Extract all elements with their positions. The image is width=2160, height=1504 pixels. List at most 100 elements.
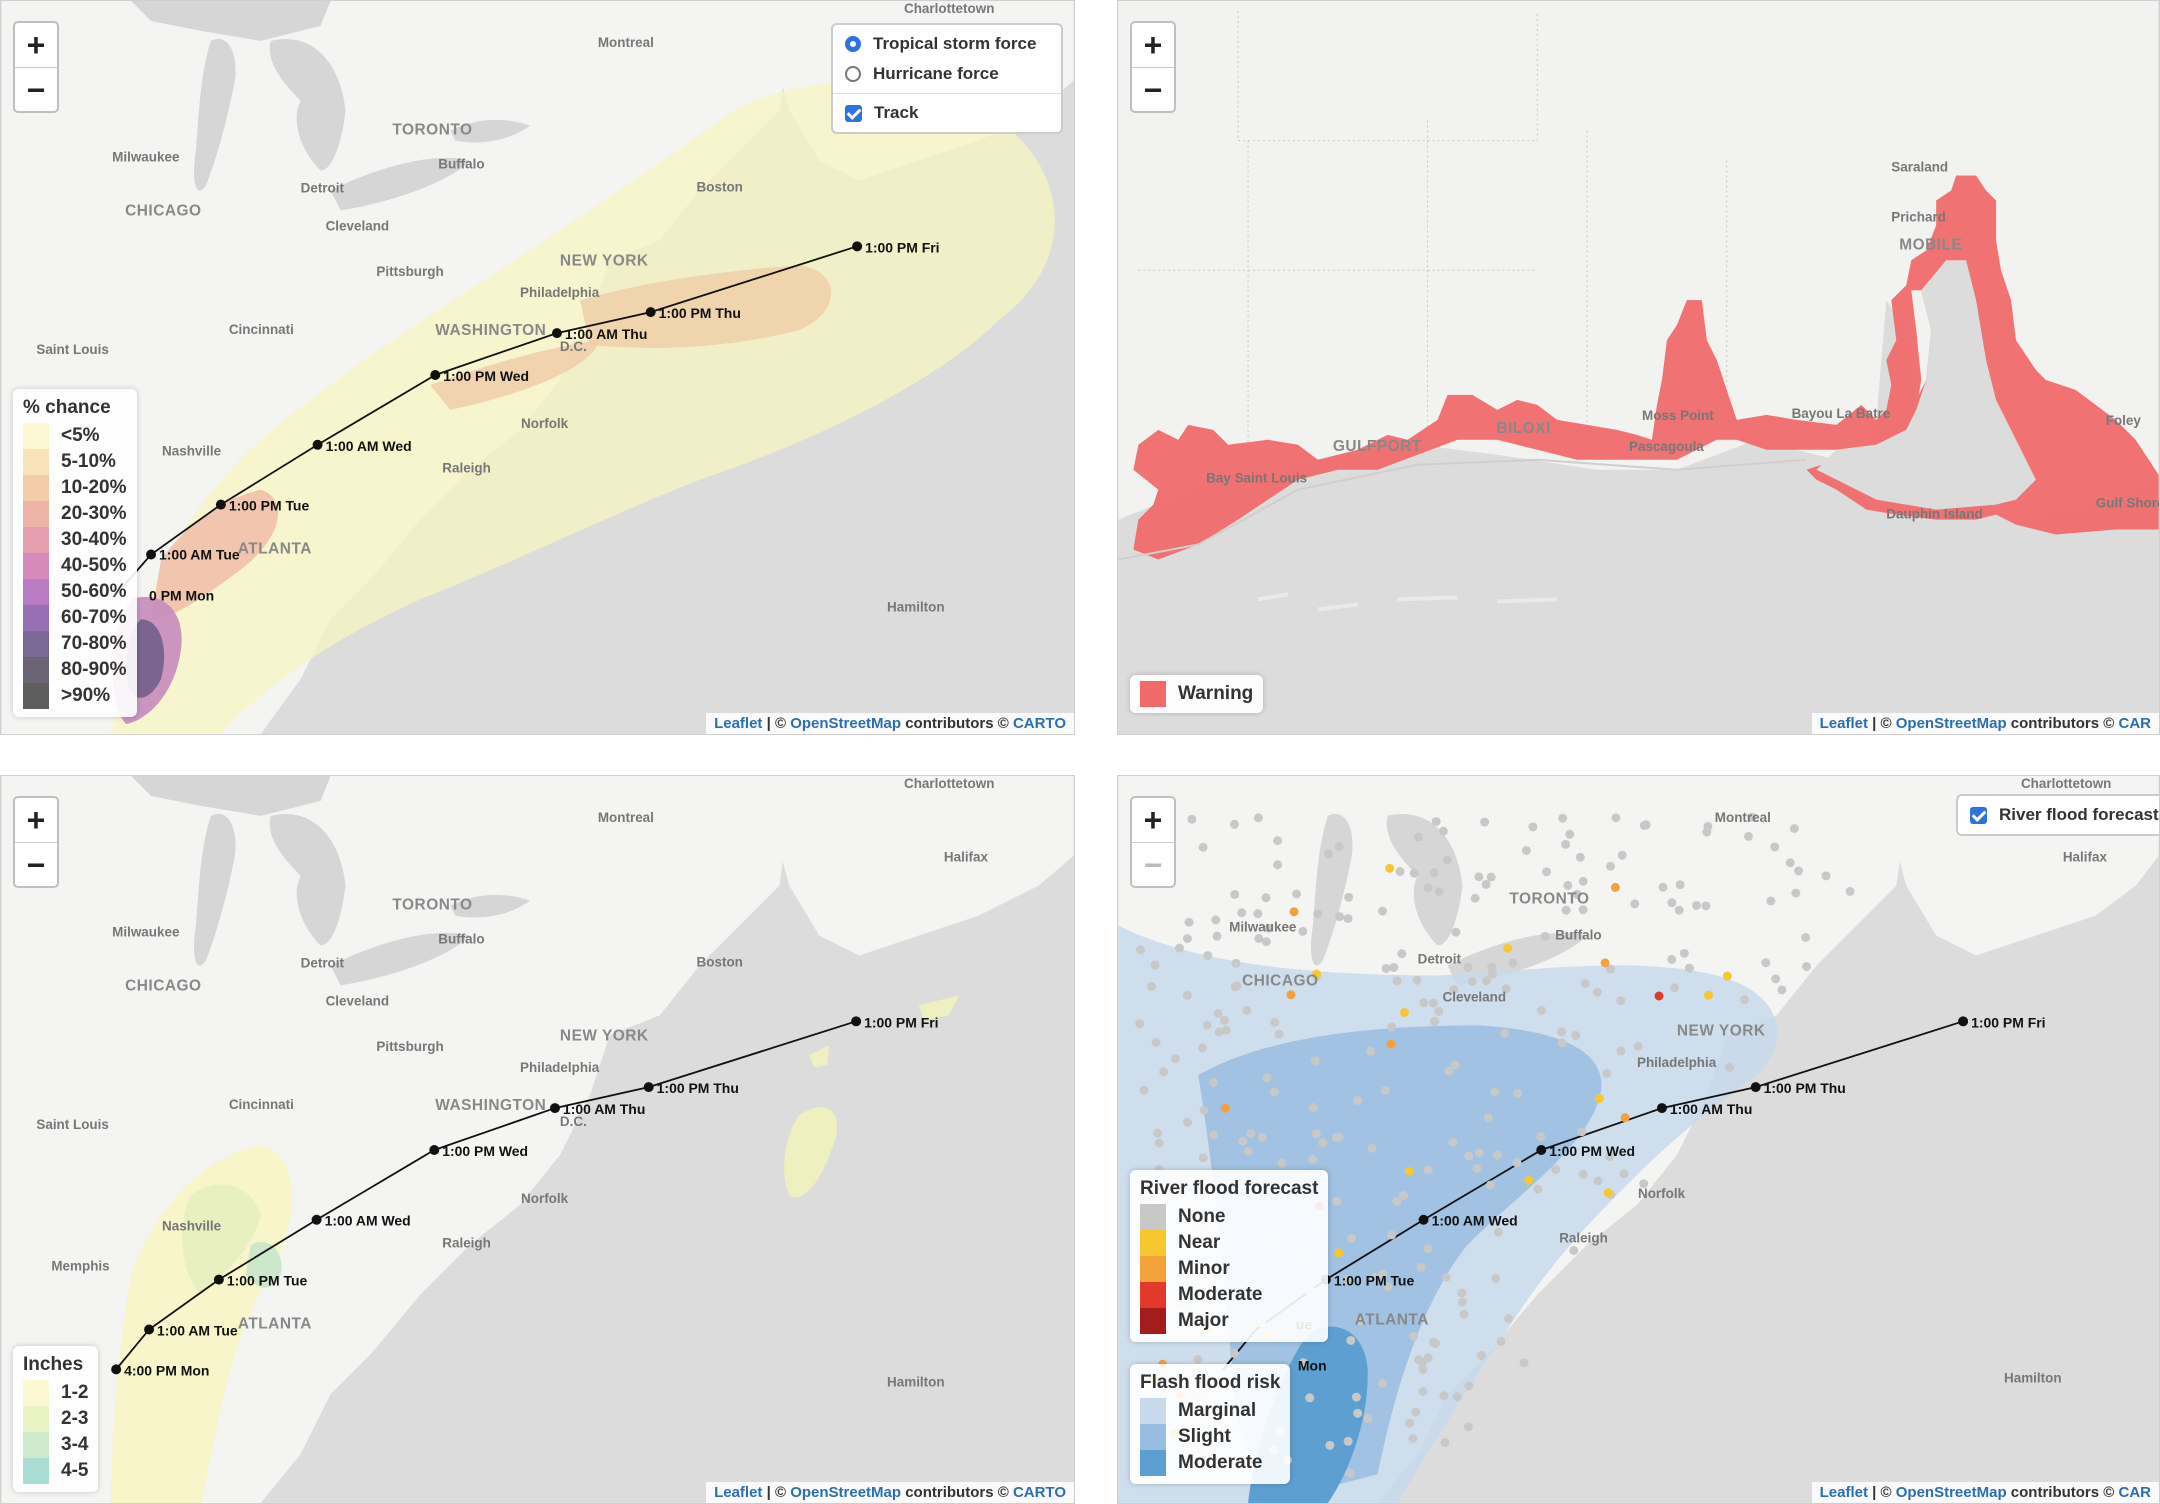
river-gauge-point[interactable] [1448,1137,1458,1147]
river-gauge-point[interactable] [1536,1005,1546,1015]
river-gauge-point[interactable] [1183,1117,1193,1127]
track-point[interactable] [852,241,863,252]
river-gauge-point[interactable] [1571,1030,1581,1040]
river-gauge-point[interactable] [1199,1105,1209,1115]
river-gauge-point[interactable] [1513,1088,1523,1098]
river-gauge-point[interactable] [1593,1176,1603,1186]
river-gauge-point[interactable] [1230,889,1240,899]
river-gauge-point[interactable] [1477,1351,1487,1360]
river-gauge-point[interactable] [1451,927,1461,937]
river-gauge-point[interactable] [1592,987,1602,997]
river-gauge-point[interactable] [1305,1393,1315,1403]
river-gauge-point[interactable] [1237,908,1247,918]
river-gauge-point[interactable] [1423,883,1433,893]
river-gauge-point[interactable] [1575,852,1585,862]
river-gauge-point[interactable] [1770,842,1780,852]
river-gauge-point[interactable] [1740,995,1749,1005]
river-gauge-point[interactable] [1367,1143,1377,1153]
river-gauge-point[interactable] [1667,954,1677,964]
river-gauge-point[interactable] [1675,880,1685,890]
river-gauge-point[interactable] [1487,962,1497,972]
checkbox-checked-icon[interactable] [1970,806,1987,824]
river-gauge-point[interactable] [1153,1128,1163,1138]
carto-link[interactable]: CAR [2118,715,2152,732]
river-gauge-point[interactable] [1246,1129,1256,1139]
river-gauge-point[interactable] [1558,813,1568,823]
river-gauge-point[interactable] [1536,1132,1546,1142]
river-gauge-point[interactable] [1572,889,1582,899]
river-gauge-point[interactable] [1355,1316,1365,1326]
river-gauge-point[interactable] [1434,1006,1444,1016]
river-gauge-point[interactable] [1363,1414,1373,1424]
river-gauge-point[interactable] [1594,1094,1604,1104]
river-gauge-point[interactable] [1821,871,1831,881]
osm-link[interactable]: OpenStreetMap [1895,715,2007,732]
river-gauge-point[interactable] [1630,899,1640,909]
river-gauge-point[interactable] [1605,964,1615,974]
track-point[interactable] [1750,1082,1761,1093]
river-gauge-point[interactable] [1725,1063,1735,1072]
river-gauge-point[interactable] [1616,996,1626,1006]
river-gauge-point[interactable] [1313,909,1323,919]
river-gauge-point[interactable] [1187,814,1197,824]
river-gauge-point[interactable] [1619,1169,1629,1179]
river-gauge-point[interactable] [1440,1437,1450,1447]
map-tiles[interactable]: 4:00 PM Mon 1:00 AM Tue 1:00 PM Tue 1:00… [1,776,1074,1503]
river-gauge-point[interactable] [1229,1348,1239,1358]
river-gauge-point[interactable] [1392,1196,1402,1206]
river-gauge-point[interactable] [1418,1364,1428,1374]
river-gauge-point[interactable] [1533,1184,1543,1194]
river-gauge-point[interactable] [1464,1151,1474,1161]
river-gauge-point[interactable] [1459,1309,1469,1319]
river-gauge-point[interactable] [1399,1008,1409,1018]
river-gauge-point[interactable] [1464,1381,1474,1391]
hurricane-force-option[interactable]: Hurricane force [833,59,1061,89]
river-gauge-point[interactable] [1397,949,1407,959]
river-gauge-point[interactable] [1151,1037,1161,1047]
river-gauge-point[interactable] [1202,1020,1212,1030]
river-gauge-point[interactable] [1198,1153,1208,1163]
river-gauge-point[interactable] [1639,820,1649,830]
river-gauge-point[interactable] [1617,850,1627,860]
river-gauge-point[interactable] [1323,849,1333,859]
river-gauge-point[interactable] [1182,990,1192,1000]
zoom-out-button[interactable]: − [1143,847,1163,883]
river-gauge-point[interactable] [1470,893,1480,903]
river-gauge-point[interactable] [1346,1335,1356,1345]
river-gauge-point[interactable] [1704,990,1713,1000]
river-gauge-point[interactable] [1802,961,1812,971]
river-gauge-point[interactable] [1639,1179,1649,1189]
river-gauge-point[interactable] [1404,1166,1414,1176]
river-gauge-point[interactable] [1457,1288,1467,1298]
river-gauge-point[interactable] [1184,917,1194,927]
checkbox-checked-icon[interactable] [845,104,862,122]
zoom-in-button[interactable]: + [15,23,57,68]
river-gauge-point[interactable] [1463,962,1473,972]
river-gauge-point[interactable] [1542,867,1552,877]
river-gauge-point[interactable] [1277,1158,1287,1168]
rainfall-map[interactable]: 4:00 PM Mon 1:00 AM Tue 1:00 PM Tue 1:00… [0,775,1075,1504]
river-gauge-point[interactable] [1703,821,1713,831]
river-gauge-point[interactable] [1611,813,1621,823]
river-gauge-point[interactable] [1351,1392,1361,1402]
radio-unchecked[interactable] [845,66,861,82]
zoom-out-button[interactable]: − [26,72,46,108]
carto-link[interactable]: CARTO [1012,715,1066,732]
zoom-in-button[interactable]: + [15,798,57,843]
river-gauge-point[interactable] [1383,1282,1393,1292]
river-gauge-point[interactable] [1343,1275,1353,1285]
river-gauge-point[interactable] [1771,974,1781,984]
track-point[interactable] [549,1103,560,1114]
river-gauge-point[interactable] [1540,931,1550,941]
leaflet-link[interactable]: Leaflet [1819,715,1868,732]
zoom-in-button[interactable]: + [1132,798,1174,843]
river-gauge-point[interactable] [1335,912,1345,922]
river-gauge-point[interactable] [1405,1418,1415,1428]
river-gauge-point[interactable] [1274,1029,1284,1039]
track-point[interactable] [1536,1144,1547,1155]
river-gauge-point[interactable] [1175,943,1185,953]
river-gauge-point[interactable] [1766,896,1776,906]
river-gauge-point[interactable] [1616,1046,1626,1056]
river-gauge-point[interactable] [1381,963,1391,973]
river-gauge-point[interactable] [1503,943,1513,953]
